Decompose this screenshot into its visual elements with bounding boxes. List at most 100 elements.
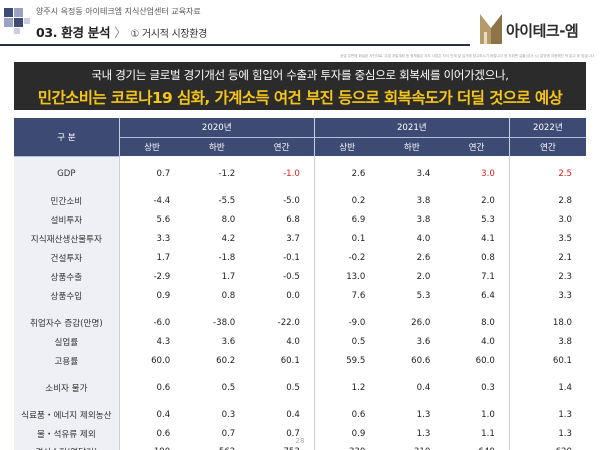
document-title: 양주시 옥정동 아이테크엠 지식산업센터 교육자료 — [36, 7, 201, 16]
table-cell: 190 — [119, 443, 185, 450]
table-cell: 0.6 — [156, 382, 171, 393]
period-header: 연간 — [444, 137, 510, 156]
table-cell: 60.6 — [411, 355, 431, 366]
table-cell: 4.0 — [249, 332, 315, 351]
table-cell: 0.8 — [444, 248, 510, 267]
row-label: 실업률 — [14, 332, 120, 351]
table-cell: 640 — [444, 443, 510, 450]
table-cell: -6.0 — [153, 317, 171, 328]
table-cell: 0.7 — [156, 168, 171, 179]
table-row: 실업률 4.3 3.6 4.0 0.5 3.6 4.0 3.8 — [14, 332, 586, 351]
table-cell: 4.1 — [444, 229, 510, 248]
table-row: 물・석유류 제외 0.6 0.7 0.7 0.9 1.3 1.1 1.3 — [14, 424, 586, 443]
chevron-right-icon: 〉 — [114, 25, 127, 40]
logo-squares-icon — [4, 8, 30, 34]
table-cell: 2.0 — [416, 271, 431, 282]
row-label: 식료품・에너지 제외농산 — [14, 405, 120, 424]
row-label: 건설투자 — [14, 248, 120, 267]
table-cell: 2.1 — [558, 252, 572, 263]
summary-banner: 국내 경기는 글로벌 경기개선 등에 힘입어 수출과 투자를 중심으로 회복세를… — [14, 62, 586, 110]
table-cell: 1.3 — [416, 409, 431, 420]
table-cell: 60.0 — [444, 351, 510, 370]
table-cell: 1.3 — [558, 409, 572, 420]
disclaimer-text: 상업 주변에 회설된 사진자료, 주업 개발계획 등 정보들은 지도 사업은 지… — [340, 54, 594, 58]
table-cell: -9.0 — [348, 317, 366, 328]
brand-m-icon — [480, 14, 502, 44]
table-cell: 60.0 — [151, 355, 171, 366]
table-cell: 0.5 — [351, 336, 366, 347]
table-cell: 0.0 — [249, 286, 315, 305]
table-cell: 3.8 — [558, 336, 572, 347]
table-cell: 5.3 — [416, 290, 431, 301]
table-cell: 1.1 — [444, 424, 510, 443]
section-number: 03. 환경 분석 — [36, 25, 111, 40]
table-row: 상품수출 -2.9 1.7 -0.5 13.0 2.0 7.1 2.3 — [14, 267, 586, 286]
table-cell: 5.6 — [156, 214, 171, 225]
row-label: 취업자수 증감(만명) — [14, 313, 120, 332]
table-cell: -0.1 — [249, 248, 315, 267]
row-label: 설비투자 — [14, 210, 120, 229]
economic-forecast-table: 구 분 2020년 2021년 2022년 상반 하반 연간 상반 하반 연간 … — [14, 118, 586, 450]
table-cell: 0.1 — [351, 233, 366, 244]
table-cell: 3.0 — [444, 164, 510, 183]
year-header: 2021년 — [314, 118, 510, 138]
page-header: 양주시 옥정동 아이테크엠 지식산업센터 교육자료 03. 환경 분석 〉 ① 거시… — [0, 0, 600, 58]
table-cell: -5.5 — [218, 195, 236, 206]
table-row: 경산수지(역달러)190562753330310640620 — [14, 443, 586, 450]
table-cell: 1.4 — [558, 382, 572, 393]
table-cell: 3.3 — [558, 290, 572, 301]
table-cell: 6.8 — [249, 210, 315, 229]
table-cell: 2.3 — [558, 271, 572, 282]
table-row: 고용률 60.0 60.2 60.1 59.5 60.6 60.0 60.1 — [14, 351, 586, 370]
table-cell: 753 — [249, 443, 315, 450]
table-cell: 1.3 — [558, 428, 572, 439]
table-row: 민간소비 -4.4 -5.5 -5.0 0.2 3.8 2.0 2.8 — [14, 191, 586, 210]
banner-line-1: 국내 경기는 글로벌 경기개선 등에 힘입어 수출과 투자를 중심으로 회복세를… — [91, 68, 509, 82]
row-label: 경산수지(역달러) — [14, 443, 120, 450]
table-cell: 0.9 — [156, 290, 171, 301]
year-header: 2022년 — [509, 118, 586, 138]
table-cell: 1.7 — [156, 252, 171, 263]
spacer-row — [14, 156, 586, 164]
row-label: 상품수입 — [14, 286, 120, 305]
table-cell: 1.3 — [416, 428, 431, 439]
table-cell: 3.6 — [221, 336, 236, 347]
table-cell: 310 — [379, 443, 445, 450]
table-row: 상품수입 0.9 0.8 0.0 7.6 5.3 6.4 3.3 — [14, 286, 586, 305]
table-cell: -0.2 — [348, 252, 366, 263]
table-cell: -38.0 — [213, 317, 236, 328]
table-row: 지식재산생산물투자 3.3 4.2 3.7 0.1 4.0 4.1 3.5 — [14, 229, 586, 248]
row-label: 물・석유류 제외 — [14, 424, 120, 443]
table-cell: 0.5 — [221, 382, 236, 393]
table-cell: 2.6 — [416, 252, 431, 263]
table-cell: 4.0 — [444, 332, 510, 351]
table-cell: 0.2 — [351, 195, 366, 206]
brand-name: 아이테크-엠 — [506, 22, 579, 40]
period-header: 하반 — [379, 137, 445, 156]
table-cell: 0.3 — [221, 409, 236, 420]
table-cell: -1.2 — [218, 168, 236, 179]
table-cell: -2.9 — [153, 271, 171, 282]
table-cell: 0.4 — [249, 405, 315, 424]
spacer-row — [14, 183, 586, 191]
table-row: 식료품・에너지 제외농산 0.4 0.3 0.4 0.6 1.3 1.0 1.3 — [14, 405, 586, 424]
table-cell: 0.9 — [351, 428, 366, 439]
table-cell: 3.5 — [558, 233, 572, 244]
section-title: 03. 환경 분석 〉 ① 거시적 시장환경 — [36, 22, 207, 41]
table-cell: -0.5 — [249, 267, 315, 286]
table-cell: 3.8 — [416, 214, 431, 225]
table-cell: 3.7 — [249, 229, 315, 248]
table-cell: 3.0 — [558, 214, 572, 225]
table-cell: -22.0 — [249, 313, 315, 332]
table-cell: -1.0 — [249, 164, 315, 183]
period-header: 상반 — [119, 137, 185, 156]
table-cell: 3.8 — [416, 195, 431, 206]
spacer-row — [14, 370, 586, 378]
table-cell: 330 — [314, 443, 380, 450]
header-divider — [0, 44, 470, 46]
table-cell: 18.0 — [552, 317, 572, 328]
table-cell: 8.0 — [221, 214, 236, 225]
table-cell: 3.3 — [156, 233, 171, 244]
table-cell: 0.5 — [249, 378, 315, 397]
banner-line-2: 민간소비는 코로나19 심화, 가계소득 여건 부진 등으로 회복속도가 더딜 … — [37, 89, 563, 107]
